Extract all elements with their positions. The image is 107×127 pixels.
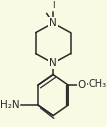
- Text: N: N: [49, 58, 57, 68]
- Text: N: N: [49, 18, 57, 28]
- Text: CH₃: CH₃: [89, 79, 107, 89]
- Text: I: I: [52, 1, 54, 10]
- Text: O: O: [77, 80, 86, 90]
- Text: H₂N: H₂N: [0, 100, 20, 110]
